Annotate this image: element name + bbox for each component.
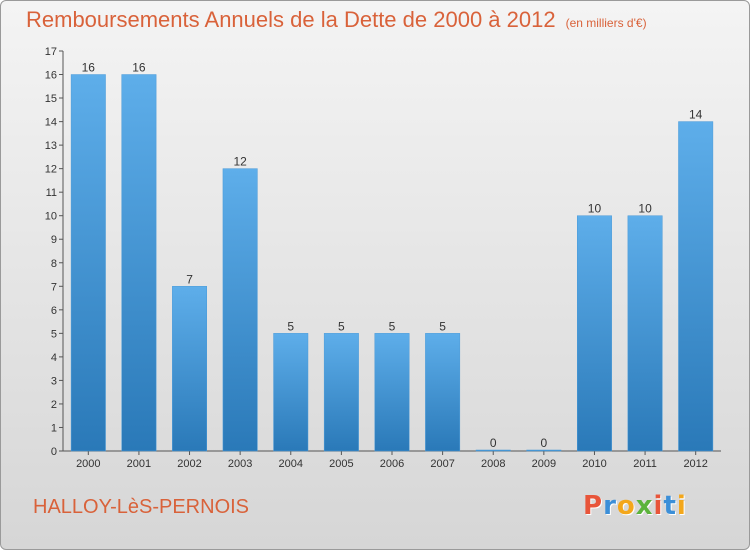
y-tick-label: 3 <box>51 375 57 387</box>
bar-2007 <box>425 333 461 452</box>
bar-2010 <box>577 215 612 452</box>
x-tick-label-2003: 2003 <box>228 458 252 470</box>
y-tick-label: 15 <box>45 93 57 105</box>
y-tick-label: 9 <box>51 234 57 246</box>
y-tick-label: 5 <box>51 328 57 340</box>
x-tick-label-2004: 2004 <box>279 458 303 470</box>
bar-2011 <box>627 215 663 452</box>
y-tick-label: 4 <box>51 352 57 364</box>
y-tick-label: 1 <box>51 422 57 434</box>
bar-2012 <box>678 121 714 452</box>
data-label-2009: 0 <box>541 436 548 450</box>
data-label-2008: 0 <box>490 436 497 450</box>
x-tick-label-2006: 2006 <box>380 458 404 470</box>
data-label-2006: 5 <box>389 319 396 333</box>
y-tick-label: 10 <box>45 211 57 223</box>
chart-title: Remboursements Annuels de la Dette de 20… <box>26 7 647 33</box>
data-label-2000: 16 <box>82 61 96 75</box>
data-label-2004: 5 <box>287 319 294 333</box>
x-tick-label-2000: 2000 <box>76 458 100 470</box>
y-tick-label: 13 <box>45 140 57 152</box>
y-tick-label: 8 <box>51 258 57 270</box>
x-tick-label-2008: 2008 <box>481 458 505 470</box>
bar-2009 <box>526 449 562 452</box>
bar-2002 <box>172 286 207 452</box>
chart-subtitle: (en milliers d'€) <box>565 16 647 30</box>
data-label-2005: 5 <box>338 319 345 333</box>
y-tick-label: 7 <box>51 281 57 293</box>
x-tick-label-2012: 2012 <box>683 458 707 470</box>
y-tick-label: 2 <box>51 399 57 411</box>
data-label-2012: 14 <box>689 108 703 122</box>
bar-2006 <box>374 333 410 452</box>
bar-2001 <box>121 74 157 452</box>
bar-2005 <box>323 333 359 452</box>
y-tick-label: 12 <box>45 164 57 176</box>
data-label-2010: 10 <box>588 202 602 216</box>
brand-logo: Proxiti <box>583 491 687 521</box>
x-tick-label-2001: 2001 <box>127 458 151 470</box>
data-label-2001: 16 <box>132 61 146 75</box>
data-label-2011: 10 <box>638 202 652 216</box>
x-tick-label-2007: 2007 <box>430 458 454 470</box>
y-tick-label: 14 <box>45 117 57 129</box>
x-tick-label-2002: 2002 <box>177 458 201 470</box>
chart-title-text: Remboursements Annuels de la Dette de 20… <box>26 7 556 32</box>
bar-2000 <box>70 74 106 452</box>
x-tick-label-2011: 2011 <box>633 458 657 470</box>
location-label: HALLOY-LèS-PERNOIS <box>33 496 250 518</box>
bar-2008 <box>475 449 511 452</box>
bar-2003 <box>222 168 258 452</box>
data-label-2003: 12 <box>233 155 247 169</box>
x-tick-label-2010: 2010 <box>582 458 606 470</box>
y-tick-label: 0 <box>51 446 57 458</box>
data-label-2002: 7 <box>186 272 193 286</box>
y-tick-label: 17 <box>45 46 57 58</box>
y-tick-label: 11 <box>46 187 57 199</box>
x-tick-label-2005: 2005 <box>329 458 353 470</box>
bars-group: 16 16 7 12 5 5 5 5 0 0 10 10 14 <box>70 61 714 452</box>
y-tick-label: 16 <box>45 70 57 82</box>
data-label-2007: 5 <box>439 319 446 333</box>
y-tick-label: 6 <box>51 305 57 317</box>
bar-2004 <box>273 333 309 452</box>
x-tick-label-2009: 2009 <box>532 458 556 470</box>
